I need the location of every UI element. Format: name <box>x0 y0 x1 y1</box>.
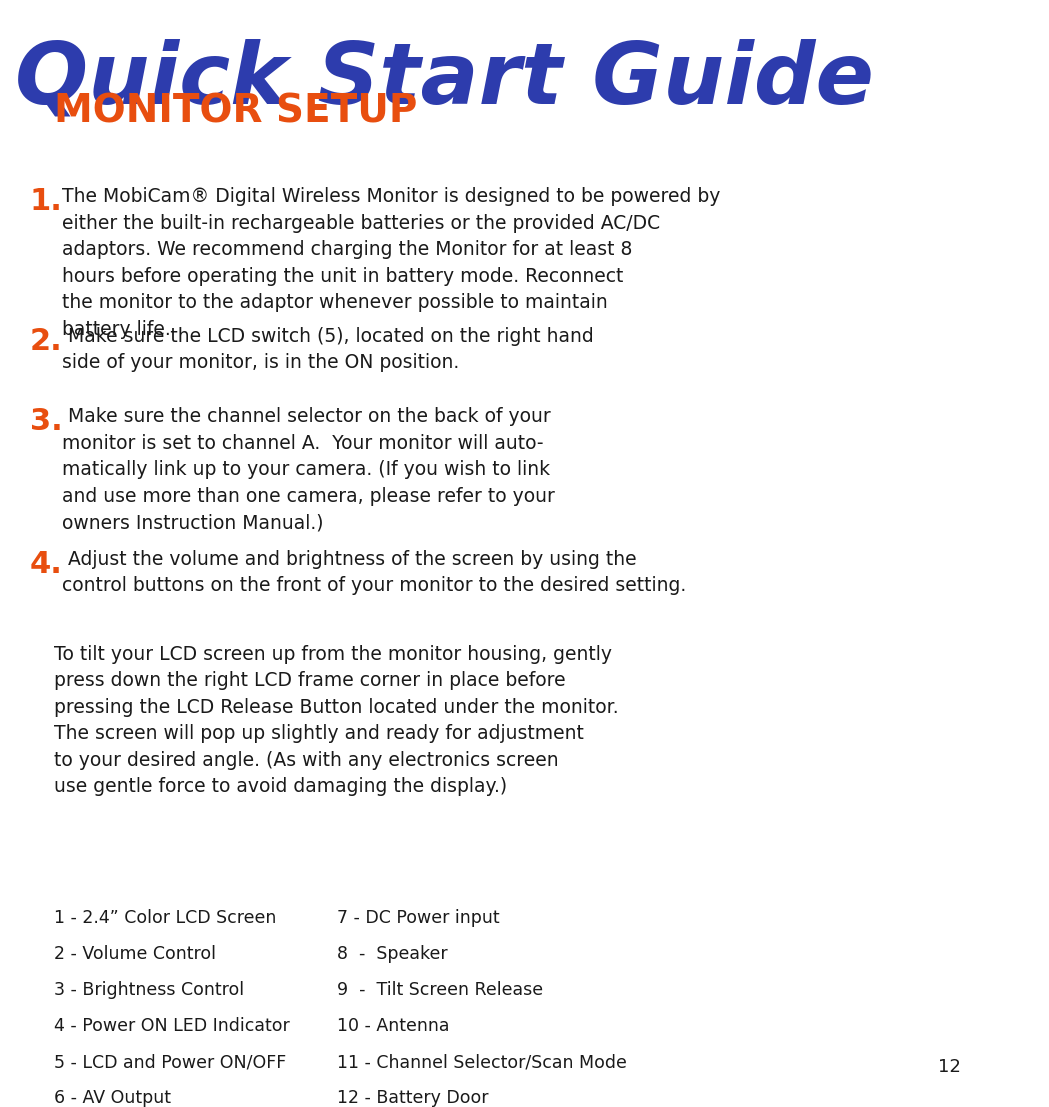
Text: 12 - Battery Door: 12 - Battery Door <box>337 1089 489 1107</box>
Text: 5 - LCD and Power ON/OFF: 5 - LCD and Power ON/OFF <box>55 1053 286 1072</box>
Text: Make sure the LCD switch (5), located on the right hand
side of your monitor, is: Make sure the LCD switch (5), located on… <box>63 327 594 372</box>
Text: 2.: 2. <box>29 327 63 355</box>
Text: 1 - 2.4” Color LCD Screen: 1 - 2.4” Color LCD Screen <box>55 909 277 928</box>
Text: 8  -  Speaker: 8 - Speaker <box>337 945 448 963</box>
Text: 4.: 4. <box>29 550 63 579</box>
Text: 2 - Volume Control: 2 - Volume Control <box>55 945 216 963</box>
Text: 1.: 1. <box>29 187 63 216</box>
Text: 12: 12 <box>938 1058 961 1076</box>
Text: 7 - DC Power input: 7 - DC Power input <box>337 909 499 928</box>
Text: 4 - Power ON LED Indicator: 4 - Power ON LED Indicator <box>55 1017 291 1035</box>
Text: Quick Start Guide: Quick Start Guide <box>15 38 874 121</box>
Text: 3.: 3. <box>29 407 63 436</box>
Text: 11 - Channel Selector/Scan Mode: 11 - Channel Selector/Scan Mode <box>337 1053 627 1072</box>
Text: Adjust the volume and brightness of the screen by using the
control buttons on t: Adjust the volume and brightness of the … <box>63 550 687 596</box>
Text: 6 - AV Output: 6 - AV Output <box>55 1089 171 1107</box>
Text: 3 - Brightness Control: 3 - Brightness Control <box>55 981 244 1000</box>
Text: To tilt your LCD screen up from the monitor housing, gently
press down the right: To tilt your LCD screen up from the moni… <box>55 644 619 796</box>
Text: 9  -  Tilt Screen Release: 9 - Tilt Screen Release <box>337 981 543 1000</box>
Text: The MobiCam® Digital Wireless Monitor is designed to be powered by
either the bu: The MobiCam® Digital Wireless Monitor is… <box>63 187 721 339</box>
Text: Make sure the channel selector on the back of your
monitor is set to channel A. : Make sure the channel selector on the ba… <box>63 407 555 532</box>
Text: MONITOR SETUP: MONITOR SETUP <box>55 93 418 131</box>
Text: 10 - Antenna: 10 - Antenna <box>337 1017 449 1035</box>
